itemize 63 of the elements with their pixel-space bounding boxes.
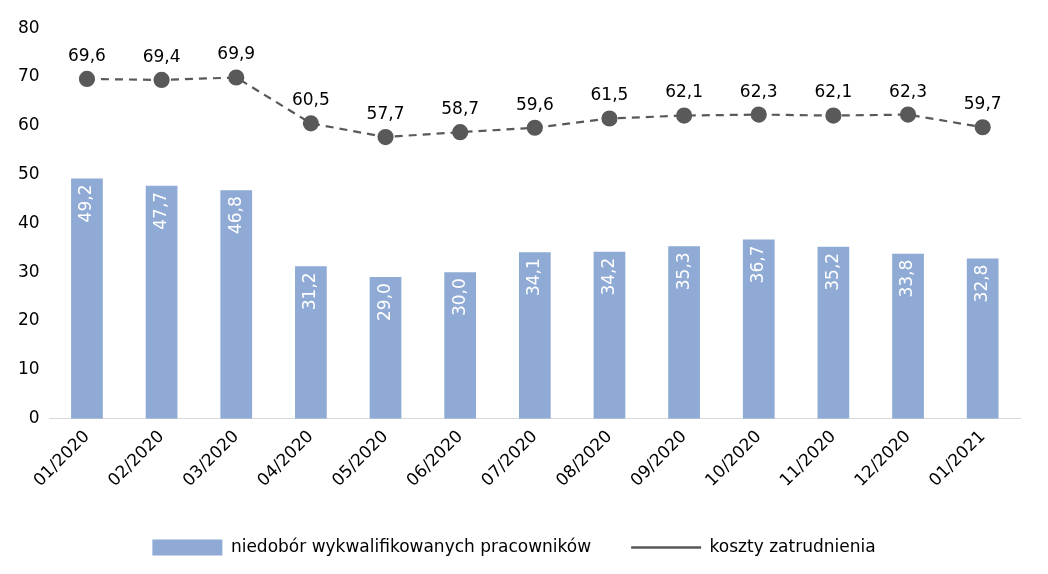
point (750, 106, 767, 123)
y-tick-label: 30 (17, 260, 40, 281)
data-label: 32,8 (971, 264, 992, 303)
data-label: 62,1 (814, 81, 853, 102)
data-label: 69,9 (217, 43, 256, 64)
bar (892, 253, 924, 419)
y-tick-label: 70 (17, 65, 40, 86)
bar (145, 185, 178, 419)
bar (966, 258, 999, 419)
bar (518, 252, 551, 419)
data-label: 35,3 (672, 252, 693, 291)
bar (369, 277, 402, 419)
y-tick-label: 60 (17, 114, 40, 135)
bar (817, 246, 850, 419)
point (228, 69, 245, 86)
point (302, 115, 319, 132)
y-tick-label: 20 (17, 309, 40, 330)
point (526, 119, 543, 136)
y-tick-label: 80 (17, 16, 40, 37)
data-label: 46,8 (224, 196, 245, 235)
point (974, 119, 991, 136)
data-label: 60,5 (291, 89, 330, 110)
legend-label: koszty zatrudnienia (709, 535, 876, 556)
point (78, 70, 96, 88)
bar (444, 272, 477, 419)
data-label: 47,7 (150, 191, 171, 230)
data-label: 35,2 (821, 252, 842, 291)
point (452, 124, 469, 141)
data-label: 57,7 (366, 102, 405, 123)
bar (295, 266, 327, 419)
bar (668, 246, 700, 419)
data-label: 62,1 (665, 81, 704, 102)
data-label: 33,8 (896, 259, 917, 298)
point (676, 107, 693, 124)
data-label: 34,1 (523, 258, 544, 297)
data-label: 59,6 (515, 93, 554, 114)
point (377, 128, 394, 146)
point (825, 107, 842, 124)
data-label: 59,7 (963, 93, 1002, 114)
data-label: 69,6 (68, 44, 106, 65)
bar (220, 190, 253, 419)
data-label: 61,5 (590, 84, 629, 105)
data-label: 36,7 (747, 245, 768, 284)
data-label: 62,3 (889, 80, 927, 101)
data-label: 31,2 (299, 272, 320, 311)
data-label: 58,7 (441, 98, 480, 119)
bar (71, 178, 103, 419)
point (601, 110, 618, 127)
data-label: 29,0 (373, 283, 394, 321)
bar (593, 251, 626, 419)
data-label: 69,4 (142, 45, 181, 66)
data-label: 49,2 (75, 184, 96, 223)
y-tick-label: 10 (17, 358, 40, 379)
bar (742, 239, 775, 419)
data-label: 62,3 (739, 80, 778, 101)
y-tick-label: 50 (17, 163, 40, 184)
y-tick-label: 0 (28, 407, 40, 428)
data-label: 30,0 (448, 278, 469, 317)
data-label: 34,2 (597, 257, 618, 296)
y-tick-label: 40 (17, 211, 40, 232)
point (899, 106, 917, 123)
legend-label: niedobór wykwalifikowanych pracowników (230, 535, 592, 556)
point (153, 71, 170, 89)
